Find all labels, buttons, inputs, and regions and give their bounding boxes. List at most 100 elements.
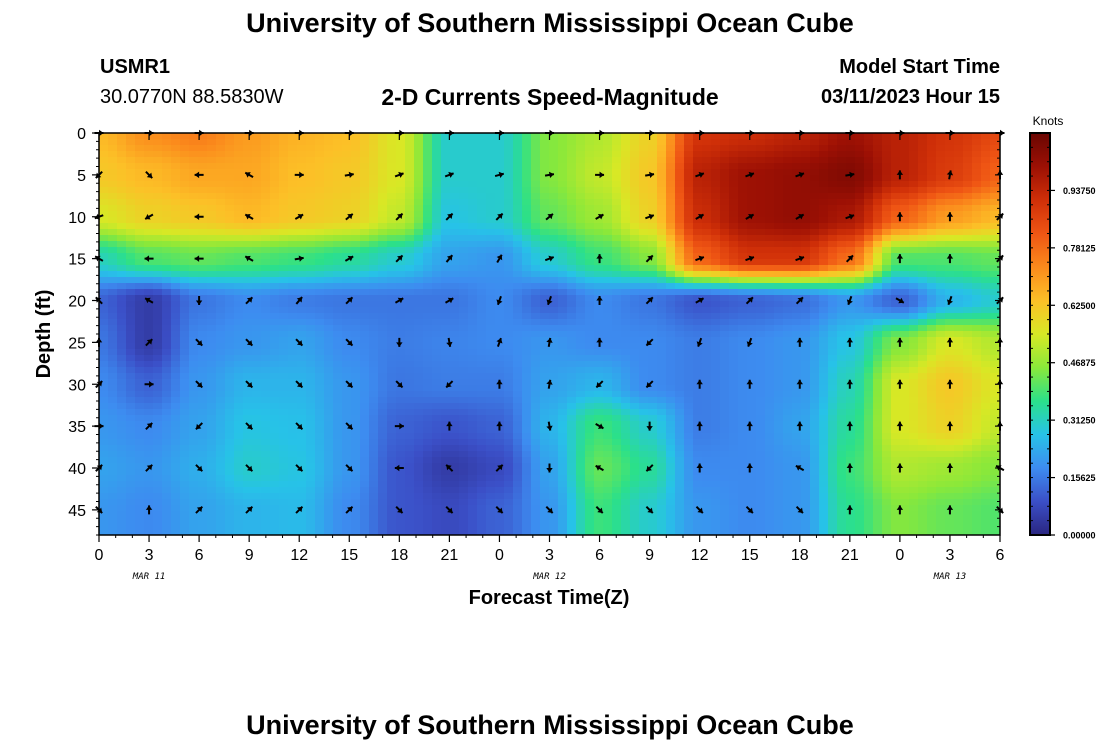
heatmap-cell bbox=[630, 523, 640, 530]
heatmap-cell bbox=[279, 175, 289, 182]
heatmap-cell bbox=[729, 427, 739, 434]
heatmap-cell bbox=[117, 487, 127, 494]
heatmap-cell bbox=[702, 211, 712, 218]
heatmap-cell bbox=[414, 169, 424, 176]
heatmap-cell bbox=[117, 319, 127, 326]
heatmap-cell bbox=[522, 343, 532, 350]
heatmap-cell bbox=[603, 319, 613, 326]
heatmap-cell bbox=[243, 499, 253, 506]
heatmap-cell bbox=[180, 349, 190, 356]
heatmap-cell bbox=[99, 397, 109, 404]
heatmap-cell bbox=[342, 325, 352, 332]
heatmap-cell bbox=[567, 493, 577, 500]
heatmap-cell bbox=[756, 187, 766, 194]
heatmap-cell bbox=[198, 319, 208, 326]
heatmap-cell bbox=[639, 379, 649, 386]
heatmap-cell bbox=[324, 247, 334, 254]
heatmap-cell bbox=[630, 529, 640, 535]
heatmap-cell bbox=[558, 271, 568, 278]
heatmap-cell bbox=[117, 283, 127, 290]
heatmap-cell bbox=[603, 385, 613, 392]
heatmap-cell bbox=[234, 277, 244, 284]
heatmap-cell bbox=[423, 487, 433, 494]
heatmap-cell bbox=[450, 457, 460, 464]
heatmap-cell bbox=[639, 475, 649, 482]
heatmap-cell bbox=[585, 277, 595, 284]
heatmap-cell bbox=[225, 523, 235, 530]
heatmap-cell bbox=[468, 493, 478, 500]
heatmap-cell bbox=[567, 313, 577, 320]
heatmap-cell bbox=[666, 379, 676, 386]
heatmap-cell bbox=[720, 217, 730, 224]
heatmap-cell bbox=[558, 445, 568, 452]
heatmap-cell bbox=[513, 415, 523, 422]
heatmap-cell bbox=[225, 325, 235, 332]
heatmap-cell bbox=[396, 325, 406, 332]
heatmap-cell bbox=[711, 199, 721, 206]
heatmap-cell bbox=[117, 289, 127, 296]
heatmap-cell bbox=[225, 139, 235, 146]
heatmap-cell bbox=[414, 415, 424, 422]
heatmap-cell bbox=[108, 445, 118, 452]
heatmap-cell bbox=[693, 367, 703, 374]
heatmap-cell bbox=[297, 517, 307, 524]
heatmap-cell bbox=[252, 523, 262, 530]
heatmap-cell bbox=[531, 367, 541, 374]
heatmap-cell bbox=[441, 181, 451, 188]
heatmap-cell bbox=[162, 199, 172, 206]
heatmap-cell bbox=[198, 517, 208, 524]
heatmap-cell bbox=[738, 259, 748, 266]
heatmap-cell bbox=[108, 337, 118, 344]
heatmap-cell bbox=[702, 367, 712, 374]
heatmap-cell bbox=[567, 163, 577, 170]
heatmap-cell bbox=[126, 229, 136, 236]
heatmap-cell bbox=[144, 265, 154, 272]
heatmap-cell bbox=[576, 193, 586, 200]
heatmap-cell bbox=[558, 457, 568, 464]
heatmap-cell bbox=[504, 487, 514, 494]
heatmap-cell bbox=[198, 433, 208, 440]
heatmap-cell bbox=[99, 163, 109, 170]
heatmap-cell bbox=[675, 433, 685, 440]
heatmap-cell bbox=[522, 493, 532, 500]
heatmap-cell bbox=[648, 487, 658, 494]
heatmap-cell bbox=[225, 181, 235, 188]
heatmap-cell bbox=[225, 253, 235, 260]
heatmap-cell bbox=[189, 169, 199, 176]
heatmap-cell bbox=[405, 319, 415, 326]
heatmap-cell bbox=[513, 499, 523, 506]
heatmap-cell bbox=[243, 433, 253, 440]
heatmap-cell bbox=[567, 355, 577, 362]
heatmap-cell bbox=[342, 493, 352, 500]
heatmap-cell bbox=[585, 223, 595, 230]
heatmap-cell bbox=[369, 229, 379, 236]
heatmap-cell bbox=[756, 391, 766, 398]
heatmap-cell bbox=[675, 529, 685, 535]
heatmap-cell bbox=[297, 199, 307, 206]
heatmap-cell bbox=[495, 475, 505, 482]
heatmap-cell bbox=[603, 379, 613, 386]
heatmap-cell bbox=[585, 289, 595, 296]
heatmap-cell bbox=[216, 205, 226, 212]
heatmap-cell bbox=[441, 361, 451, 368]
heatmap-cell bbox=[702, 175, 712, 182]
heatmap-cell bbox=[531, 247, 541, 254]
heatmap-cell bbox=[261, 409, 271, 416]
heatmap-cell bbox=[585, 187, 595, 194]
heatmap-cell bbox=[180, 325, 190, 332]
heatmap-cell bbox=[342, 427, 352, 434]
heatmap-cell bbox=[171, 355, 181, 362]
heatmap-cell bbox=[243, 199, 253, 206]
heatmap-cell bbox=[324, 397, 334, 404]
heatmap-cell bbox=[477, 139, 487, 146]
heatmap-cell bbox=[468, 373, 478, 380]
heatmap-cell bbox=[360, 301, 370, 308]
heatmap-cell bbox=[612, 463, 622, 470]
heatmap-cell bbox=[189, 259, 199, 266]
heatmap-cell bbox=[729, 223, 739, 230]
heatmap-cell bbox=[711, 295, 721, 302]
heatmap-cell bbox=[549, 145, 559, 152]
heatmap-cell bbox=[558, 283, 568, 290]
heatmap-cell bbox=[252, 439, 262, 446]
heatmap-cell bbox=[423, 283, 433, 290]
